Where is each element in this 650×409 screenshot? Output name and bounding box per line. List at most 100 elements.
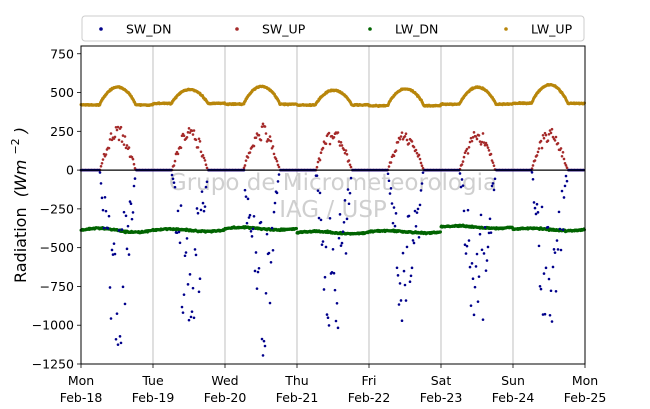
sw-up-point bbox=[265, 140, 269, 143]
sw-up-point bbox=[547, 132, 551, 136]
sw-up-point bbox=[117, 138, 121, 142]
sw-dn-point bbox=[550, 320, 554, 323]
sw-up-point bbox=[548, 129, 552, 132]
sw-dn-point bbox=[275, 191, 279, 195]
sw-dn-point bbox=[99, 182, 103, 185]
sw-up-point bbox=[201, 154, 205, 157]
sw-dn-point bbox=[265, 232, 269, 236]
x-tick-label-day: Sun bbox=[501, 373, 525, 388]
sw-up-point bbox=[252, 144, 256, 148]
sw-up-point bbox=[414, 148, 418, 152]
sw-dn-point bbox=[276, 180, 280, 183]
sw-up-point bbox=[405, 138, 409, 142]
sw-dn-point bbox=[562, 196, 566, 199]
sw-dn-point bbox=[196, 211, 200, 215]
sw-dn-point bbox=[109, 317, 113, 320]
sw-up-point bbox=[194, 138, 198, 142]
sw-up-point bbox=[539, 139, 543, 143]
sw-up-point bbox=[477, 134, 481, 137]
sw-dn-point bbox=[463, 243, 467, 247]
sw-up-point bbox=[565, 166, 569, 169]
sw-up-point bbox=[264, 132, 268, 135]
sw-up-point bbox=[345, 153, 349, 156]
sw-up-point bbox=[349, 165, 353, 169]
sw-dn-point bbox=[404, 299, 408, 302]
sw-dn-point bbox=[539, 287, 543, 291]
sw-dn-point bbox=[553, 251, 557, 254]
sw-up-point bbox=[277, 165, 281, 169]
sw-dn-point bbox=[480, 248, 484, 252]
sw-up-point bbox=[343, 151, 347, 155]
sw-up-point bbox=[541, 133, 545, 137]
sw-dn-point bbox=[564, 174, 568, 178]
sw-dn-point bbox=[111, 253, 115, 256]
sw-dn-point bbox=[418, 203, 422, 207]
sw-dn-point bbox=[472, 313, 476, 317]
sw-dn-point bbox=[117, 229, 121, 232]
y-axis-label-exponent: −2 bbox=[9, 138, 22, 154]
sw-up-point bbox=[465, 147, 469, 151]
sw-dn-point bbox=[102, 226, 106, 230]
legend: SW_DN SW_UP LW_DN LW_UP bbox=[81, 15, 585, 42]
sw-dn-point bbox=[256, 270, 260, 274]
sw-dn-point bbox=[323, 275, 327, 279]
sw-dn-point bbox=[415, 211, 419, 214]
series-lw-dn bbox=[79, 223, 586, 236]
sw-dn-point bbox=[484, 269, 488, 272]
sw-dn-point bbox=[546, 225, 550, 229]
sw-dn-point bbox=[549, 289, 553, 293]
sw-dn-point bbox=[243, 188, 247, 192]
sw-dn-point bbox=[252, 215, 256, 218]
sw-dn-point bbox=[251, 227, 255, 231]
sw-dn-point bbox=[253, 269, 257, 273]
legend-marker-lw-up bbox=[504, 27, 508, 31]
sw-dn-point bbox=[396, 274, 400, 277]
sw-dn-point bbox=[479, 213, 483, 217]
sw-up-point bbox=[535, 154, 539, 157]
sw-up-point bbox=[133, 166, 137, 170]
sw-dn-point bbox=[318, 191, 322, 195]
sw-dn-point bbox=[124, 214, 128, 218]
sw-up-point bbox=[466, 152, 470, 155]
sw-up-point bbox=[179, 146, 183, 150]
sw-dn-point bbox=[537, 244, 541, 248]
sw-dn-point bbox=[246, 197, 250, 201]
sw-dn-point bbox=[201, 201, 205, 205]
sw-up-point bbox=[480, 140, 484, 144]
sw-up-point bbox=[132, 162, 136, 166]
sw-dn-point bbox=[118, 335, 122, 338]
sw-dn-point bbox=[409, 274, 413, 278]
sw-dn-point bbox=[473, 285, 477, 289]
series-layer bbox=[79, 83, 586, 357]
sw-dn-point bbox=[327, 324, 331, 327]
sw-dn-point bbox=[551, 265, 555, 269]
sw-dn-point bbox=[402, 269, 406, 273]
sw-up-point bbox=[116, 125, 120, 129]
sw-dn-point bbox=[325, 313, 329, 316]
sw-up-point bbox=[260, 125, 264, 129]
sw-dn-point bbox=[556, 248, 560, 251]
sw-up-point bbox=[460, 163, 464, 166]
sw-dn-point bbox=[260, 337, 264, 341]
sw-dn-point bbox=[548, 313, 552, 317]
sw-up-point bbox=[560, 154, 564, 158]
sw-dn-point bbox=[475, 252, 479, 256]
sw-dn-point bbox=[248, 213, 252, 217]
sw-dn-point bbox=[197, 290, 201, 294]
sw-up-point bbox=[564, 164, 568, 167]
sw-dn-point bbox=[189, 315, 193, 319]
sw-up-point bbox=[318, 158, 322, 162]
sw-dn-point bbox=[461, 184, 465, 187]
x-tick-label-date: Feb-21 bbox=[276, 390, 319, 405]
sw-dn-point bbox=[264, 292, 268, 295]
sw-dn-point bbox=[561, 228, 565, 232]
sw-dn-point bbox=[389, 187, 393, 190]
sw-dn-point bbox=[128, 200, 132, 203]
sw-up-point bbox=[339, 141, 343, 144]
y-tick-label: 500 bbox=[50, 85, 74, 100]
sw-dn-point bbox=[336, 326, 340, 330]
sw-up-point bbox=[337, 140, 341, 143]
sw-up-point bbox=[130, 155, 134, 159]
sw-dn-point bbox=[172, 181, 176, 184]
